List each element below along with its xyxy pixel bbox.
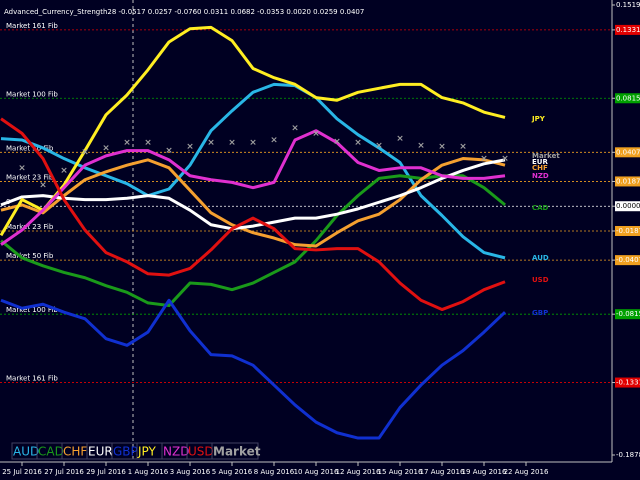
y-tick-box bbox=[615, 93, 640, 104]
y-tick-box bbox=[615, 309, 640, 320]
y-tick-label: -0.0815 bbox=[616, 310, 640, 318]
market-marker: × bbox=[81, 147, 89, 157]
market-marker: × bbox=[249, 138, 257, 148]
x-tick-label: 8 Aug 2016 bbox=[254, 468, 295, 476]
market-marker: × bbox=[459, 142, 467, 152]
x-tick-label: 17 Aug 2016 bbox=[420, 468, 465, 476]
indicator-header: Advanced_Currency_Strength28 -0.0517 0.0… bbox=[4, 8, 364, 16]
series-line bbox=[0, 82, 506, 260]
market-marker: × bbox=[480, 154, 488, 164]
market-marker: × bbox=[270, 135, 278, 145]
y-tick-label: 0.0187 bbox=[616, 177, 640, 185]
legend-box bbox=[211, 442, 259, 460]
x-tick-label: 1 Aug 2016 bbox=[128, 468, 169, 476]
x-tick-label: 22 Aug 2016 bbox=[504, 468, 549, 476]
y-tick-label: 0.1331 bbox=[616, 26, 640, 34]
market-marker: × bbox=[312, 129, 320, 139]
market-marker: × bbox=[396, 134, 404, 144]
level-label: Market 100 Fib bbox=[6, 90, 58, 98]
series-end-label: JPY bbox=[531, 115, 546, 123]
series-end-label: AUD bbox=[532, 254, 549, 262]
y-tick-box bbox=[615, 377, 640, 388]
market-marker: × bbox=[102, 143, 110, 153]
legend-label: EUR bbox=[88, 445, 113, 459]
y-tick-box bbox=[615, 255, 640, 266]
y-tick-label: -0.0407 bbox=[616, 256, 640, 264]
level-label: Market 23 Fib bbox=[6, 173, 54, 181]
x-tick-label: 3 Aug 2016 bbox=[170, 468, 211, 476]
market-marker: × bbox=[354, 138, 362, 148]
market-marker: × bbox=[501, 154, 509, 164]
series-end-label: GBP bbox=[532, 309, 548, 317]
x-tick-label: 29 Jul 2016 bbox=[86, 468, 126, 476]
x-tick-label: 15 Aug 2016 bbox=[378, 468, 423, 476]
series-end-label: USD bbox=[532, 276, 549, 284]
series-end-label: CHF bbox=[532, 164, 548, 172]
x-tick-label: 19 Aug 2016 bbox=[462, 468, 507, 476]
market-marker: × bbox=[18, 163, 26, 173]
market-marker: × bbox=[123, 138, 131, 148]
market-marker: × bbox=[39, 181, 47, 191]
market-marker: × bbox=[165, 146, 173, 156]
y-tick-label: 0.0000 bbox=[616, 202, 640, 210]
legend-label: CAD bbox=[38, 445, 64, 459]
level-label: Market 161 Fib bbox=[6, 22, 58, 30]
market-marker: × bbox=[207, 138, 215, 148]
market-marker: × bbox=[228, 138, 236, 148]
legend-label: NZD bbox=[163, 445, 189, 459]
y-tick-label: 0.0407 bbox=[616, 148, 640, 156]
x-tick-label: 10 Aug 2016 bbox=[294, 468, 339, 476]
y-tick-label: -0.0187 bbox=[616, 227, 640, 235]
y-tick-label: -0.1331 bbox=[616, 379, 640, 387]
x-tick-label: 12 Aug 2016 bbox=[336, 468, 381, 476]
series-line bbox=[0, 129, 506, 246]
market-marker: × bbox=[60, 166, 68, 176]
y-tick-box bbox=[615, 201, 640, 212]
y-tick-box bbox=[615, 176, 640, 187]
market-marker: × bbox=[375, 141, 383, 151]
series-line bbox=[0, 117, 506, 312]
level-label: Market 50 Fib bbox=[6, 144, 54, 152]
series-line bbox=[0, 157, 506, 248]
y-tick-label: 0.1519 bbox=[616, 1, 640, 9]
market-marker: × bbox=[291, 124, 299, 134]
legend-label: USD bbox=[188, 445, 214, 459]
y-tick-box bbox=[615, 24, 640, 35]
x-tick-label: 25 Jul 2016 bbox=[2, 468, 42, 476]
series-end-label: Market bbox=[532, 152, 560, 160]
series-line bbox=[0, 158, 506, 231]
series-end-label: EUR bbox=[532, 158, 548, 166]
market-marker: × bbox=[186, 142, 194, 152]
market-marker: × bbox=[417, 141, 425, 151]
series-end-label: NZD bbox=[532, 172, 549, 180]
legend-label: GBP bbox=[113, 445, 138, 459]
level-label: Market 50 Fib bbox=[6, 252, 54, 260]
legend-label: Market bbox=[213, 445, 261, 459]
legend-label: CHF bbox=[63, 445, 87, 459]
y-tick-label: 0.0815 bbox=[616, 94, 640, 102]
market-marker: × bbox=[144, 138, 152, 148]
legend-label: AUD bbox=[13, 445, 39, 459]
series-end-label: CAD bbox=[532, 204, 549, 212]
y-tick-box bbox=[615, 147, 640, 158]
level-label: Market 23 Fib bbox=[6, 223, 54, 231]
x-tick-label: 5 Aug 2016 bbox=[212, 468, 253, 476]
legend-label: JPY bbox=[137, 445, 157, 459]
y-tick-box bbox=[615, 225, 640, 236]
x-tick-label: 27 Jul 2016 bbox=[44, 468, 84, 476]
level-label: Market 100 Fib bbox=[6, 306, 58, 314]
series-line bbox=[0, 298, 507, 440]
series-line bbox=[0, 25, 506, 237]
market-marker: × bbox=[333, 137, 341, 147]
y-tick-label: -0.1878 bbox=[616, 451, 640, 459]
level-label: Market 161 Fib bbox=[6, 375, 58, 383]
market-marker: × bbox=[438, 142, 446, 152]
